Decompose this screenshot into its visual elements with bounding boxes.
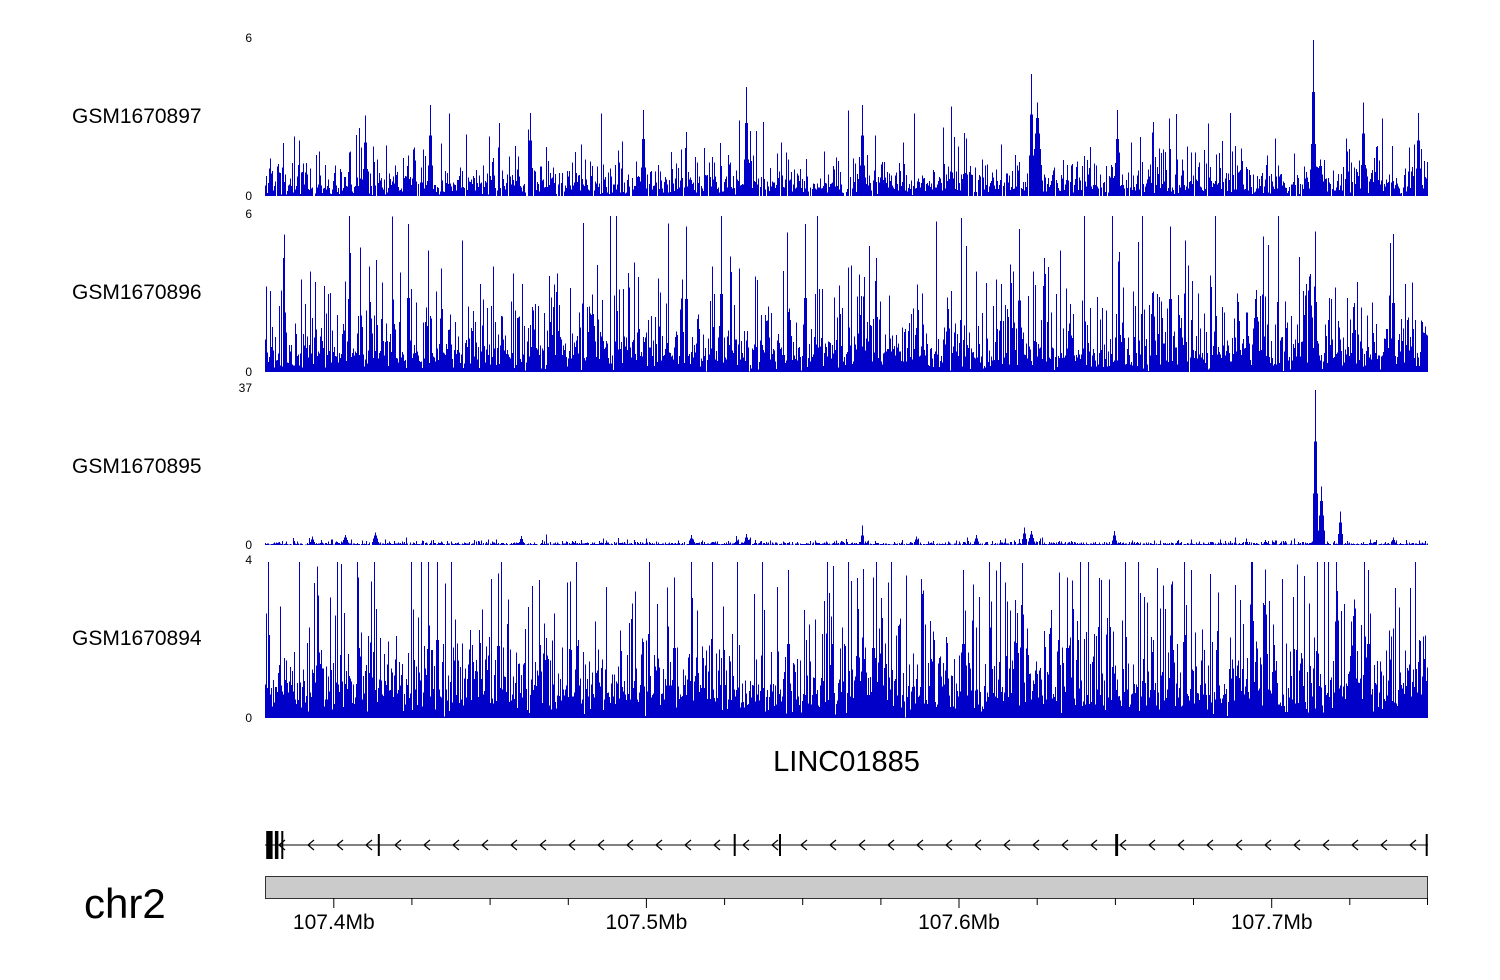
genome-axis: 107.4Mb 107.5Mb 107.6Mb 107.7Mb bbox=[265, 876, 1428, 934]
y-axis-max-label: 4 bbox=[245, 553, 252, 567]
axis-tick-label: 107.7Mb bbox=[1231, 911, 1313, 934]
y-axis-min-label: 0 bbox=[245, 711, 252, 725]
gene-model bbox=[265, 831, 1428, 859]
y-axis-min-label: 0 bbox=[245, 365, 252, 379]
exon-block bbox=[733, 834, 736, 856]
chromosome-bar bbox=[265, 876, 1428, 899]
coverage-signal bbox=[265, 216, 1428, 372]
exon-block bbox=[1425, 834, 1428, 856]
y-axis-min-label: 0 bbox=[245, 189, 252, 203]
coverage-signal bbox=[265, 562, 1428, 718]
strand-arrows-icon bbox=[278, 839, 1417, 851]
y-axis-max-label: 6 bbox=[245, 31, 252, 45]
coverage-track: GSM1670895 37 0 bbox=[0, 381, 1500, 552]
track-label: GSM1670895 bbox=[72, 454, 202, 478]
exon-block bbox=[779, 834, 781, 856]
coverage-signal bbox=[265, 40, 1428, 196]
coverage-bars bbox=[265, 390, 1428, 545]
gene-name-title: LINC01885 bbox=[773, 746, 920, 778]
track-label: GSM1670894 bbox=[72, 627, 202, 650]
chromosome-label: chr2 bbox=[84, 880, 166, 927]
coverage-track: GSM1670894 4 0 bbox=[0, 553, 1500, 725]
coverage-bars bbox=[265, 40, 1428, 196]
track-label: GSM1670896 bbox=[72, 281, 202, 304]
axis-tick-label: 107.4Mb bbox=[293, 911, 375, 934]
y-axis-max-label: 37 bbox=[238, 381, 252, 395]
track-label: GSM1670897 bbox=[72, 105, 202, 128]
exon-block bbox=[1115, 834, 1119, 856]
y-axis-min-label: 0 bbox=[245, 538, 252, 552]
y-axis-max-label: 6 bbox=[245, 207, 252, 221]
exon-block bbox=[281, 831, 284, 859]
exon-block bbox=[377, 834, 380, 856]
coverage-bars bbox=[265, 562, 1428, 718]
axis-tick-label: 107.6Mb bbox=[918, 911, 1000, 934]
coverage-track: GSM1670897 6 0 bbox=[0, 31, 1500, 203]
coverage-signal bbox=[265, 390, 1428, 545]
coverage-bars bbox=[265, 216, 1428, 372]
coverage-track: GSM1670896 6 0 bbox=[0, 207, 1500, 379]
axis-tick-label: 107.5Mb bbox=[606, 911, 688, 934]
exon-block bbox=[266, 831, 273, 859]
exon-block bbox=[274, 831, 279, 859]
